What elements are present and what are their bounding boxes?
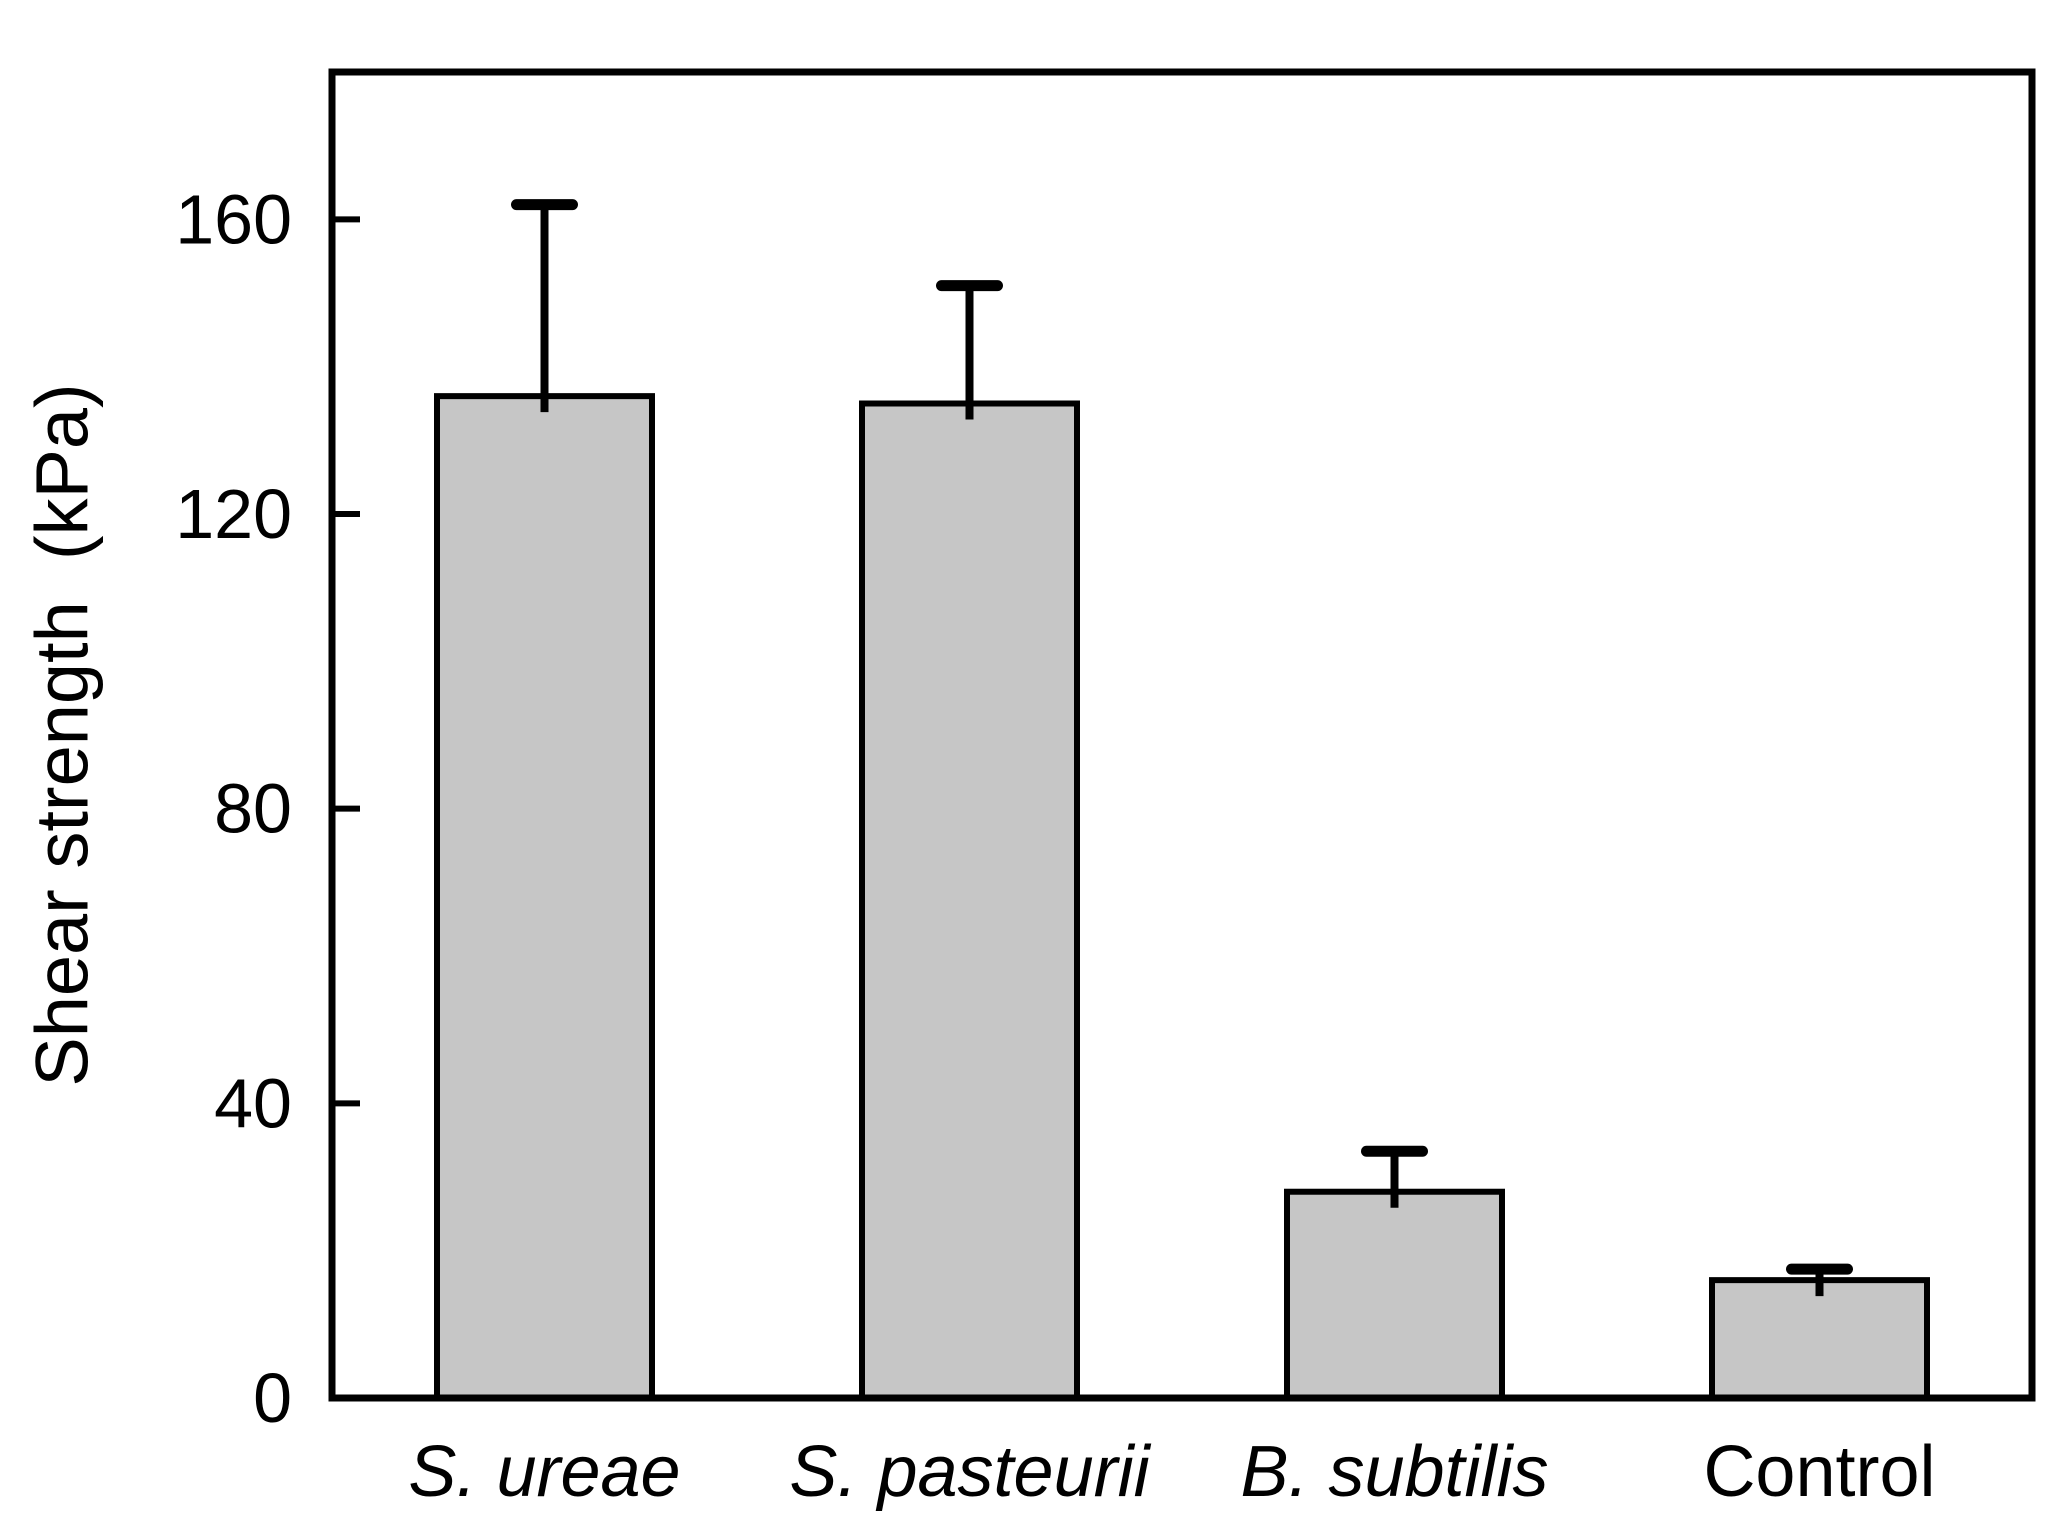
y-axis-title: Shear strength (kPa) [21,383,104,1086]
y-tick-label: 160 [175,180,292,258]
y-tick-label: 80 [214,770,292,848]
x-category-label: Control [1703,1432,1935,1512]
bar [1284,1188,1505,1401]
y-tick-label: 40 [214,1064,292,1142]
y-tick-label: 120 [175,475,292,553]
y-tick-label: 0 [253,1359,292,1437]
plot-frame [328,68,2036,1402]
bar [1709,1277,1930,1401]
x-category-label: B. subtilis [1240,1432,1548,1512]
x-category-label: S. pasteurii [789,1432,1151,1512]
x-category-label: S. ureae [408,1432,680,1512]
bar [434,393,655,1401]
bar [859,400,1080,1401]
